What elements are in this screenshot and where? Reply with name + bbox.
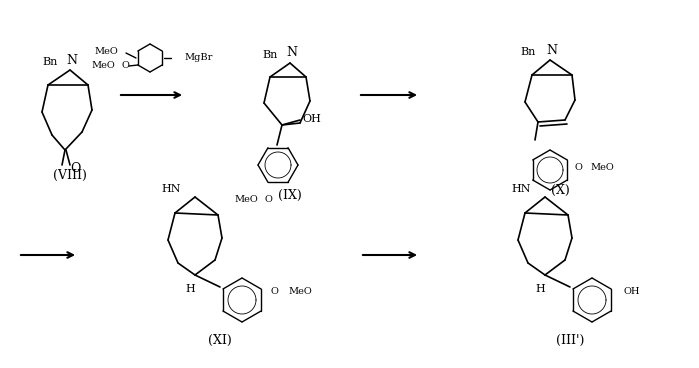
Text: O: O bbox=[70, 162, 80, 174]
Text: (X): (X) bbox=[551, 184, 570, 197]
Text: (III'): (III') bbox=[556, 333, 584, 347]
Text: H: H bbox=[185, 284, 195, 294]
Text: N: N bbox=[547, 43, 558, 57]
Text: MeO: MeO bbox=[590, 163, 614, 173]
Text: OH: OH bbox=[624, 287, 640, 297]
Text: (VIII): (VIII) bbox=[53, 169, 87, 181]
Text: MeO: MeO bbox=[92, 61, 115, 71]
Text: O: O bbox=[264, 195, 272, 205]
Text: (IX): (IX) bbox=[278, 188, 302, 202]
Text: MeO: MeO bbox=[234, 195, 258, 205]
Text: H: H bbox=[535, 284, 545, 294]
Text: HN: HN bbox=[512, 184, 531, 194]
Text: N: N bbox=[66, 53, 78, 67]
Text: Bn: Bn bbox=[263, 50, 278, 60]
Text: O: O bbox=[121, 61, 129, 71]
Text: Bn: Bn bbox=[43, 57, 58, 67]
Text: O: O bbox=[270, 287, 278, 297]
Text: N: N bbox=[287, 46, 298, 60]
Text: O: O bbox=[574, 163, 582, 173]
Text: MeO: MeO bbox=[94, 47, 118, 57]
Text: MeO: MeO bbox=[288, 287, 312, 297]
Text: HN: HN bbox=[161, 184, 181, 194]
Text: Bn: Bn bbox=[521, 47, 536, 57]
Text: MgBr: MgBr bbox=[184, 53, 212, 63]
Text: OH: OH bbox=[303, 114, 322, 124]
Text: (XI): (XI) bbox=[208, 333, 232, 347]
